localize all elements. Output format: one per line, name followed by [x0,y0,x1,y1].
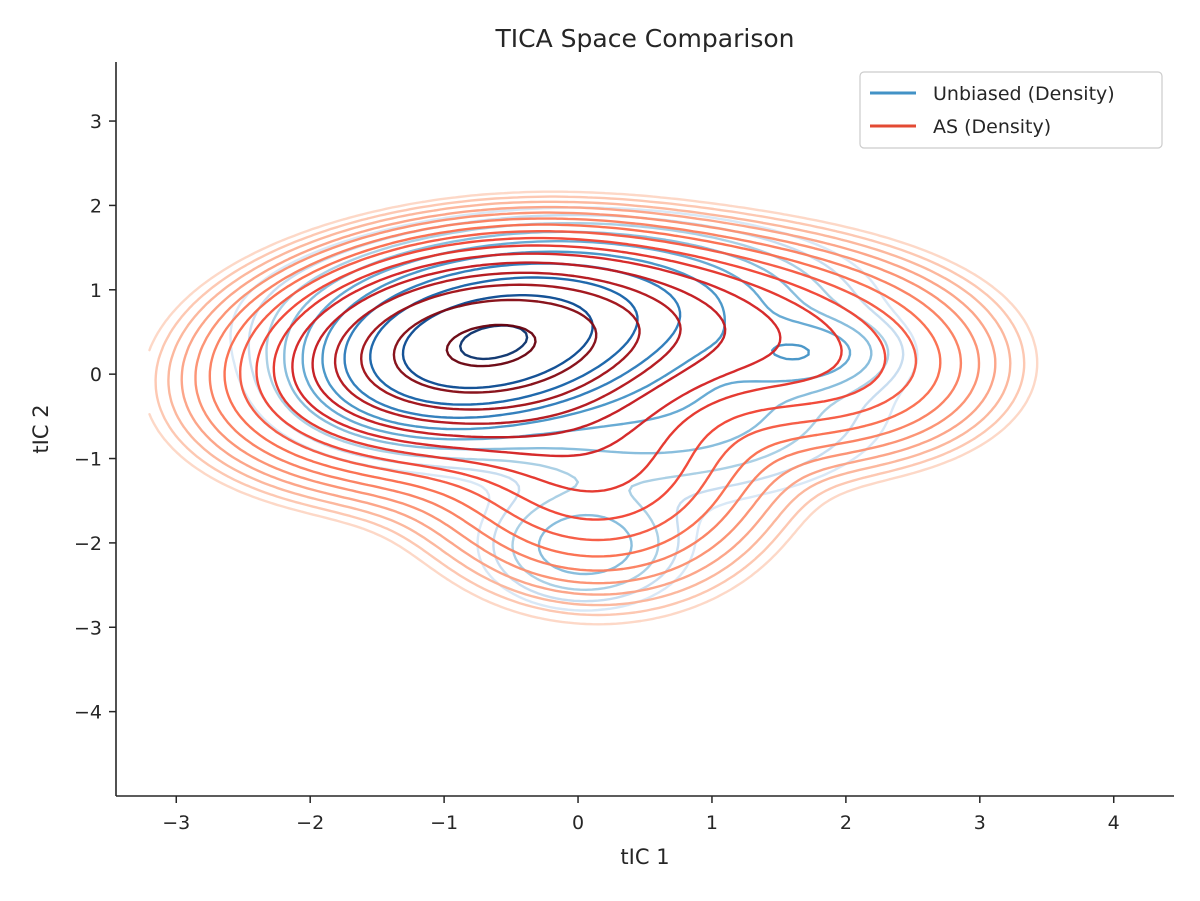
y-tick-label: 1 [90,280,102,302]
as-contours [148,190,1039,626]
y-axis-ticks: −4 −3 −2 −1 0 1 2 3 [74,111,116,724]
contour-line [272,244,843,493]
contour-line [291,252,782,458]
y-axis-label: tIC 2 [29,404,53,453]
contour-line [392,298,598,394]
contour-line [333,271,682,425]
chart-title: TICA Space Comparison [495,24,795,53]
contour-line [194,211,981,585]
legend-label-unbiased: Unbiased (Density) [933,83,1115,105]
legend-label-as: AS (Density) [933,116,1051,138]
y-tick-label: 2 [90,195,102,217]
legend-box [859,71,1163,149]
x-axis-ticks: −3 −2 −1 0 1 2 3 4 [162,796,1120,834]
x-tick-label: 4 [1108,812,1120,834]
contour-line [223,223,942,558]
contour-line [321,250,810,431]
contour-line [167,200,1012,607]
contour-line [311,261,727,439]
contour-line [239,230,918,542]
y-tick-label: −4 [74,702,102,724]
x-tick-label: −3 [162,812,190,834]
y-tick-label: −3 [74,617,102,639]
x-tick-label: 0 [572,812,584,834]
x-axis-label: tIC 1 [620,845,669,869]
y-tick-label: 3 [90,111,102,133]
y-tick-label: −1 [74,449,102,471]
x-tick-label: −1 [430,812,458,834]
contour-line [360,283,641,411]
x-tick-label: −2 [296,812,324,834]
contour-line [154,195,1026,617]
y-tick-label: 0 [90,364,102,386]
x-tick-label: 1 [706,812,718,834]
contour-line [445,323,537,368]
x-tick-label: 3 [974,812,986,834]
contour-line [369,276,639,406]
contour-line [208,217,963,572]
contour-line [401,294,594,390]
contour-line [255,236,887,521]
legend: Unbiased (Density) AS (Density) [859,71,1163,149]
contour-line [148,190,1039,626]
contour-line [180,205,997,596]
x-tick-label: 2 [840,812,852,834]
y-tick-label: −2 [74,533,102,555]
